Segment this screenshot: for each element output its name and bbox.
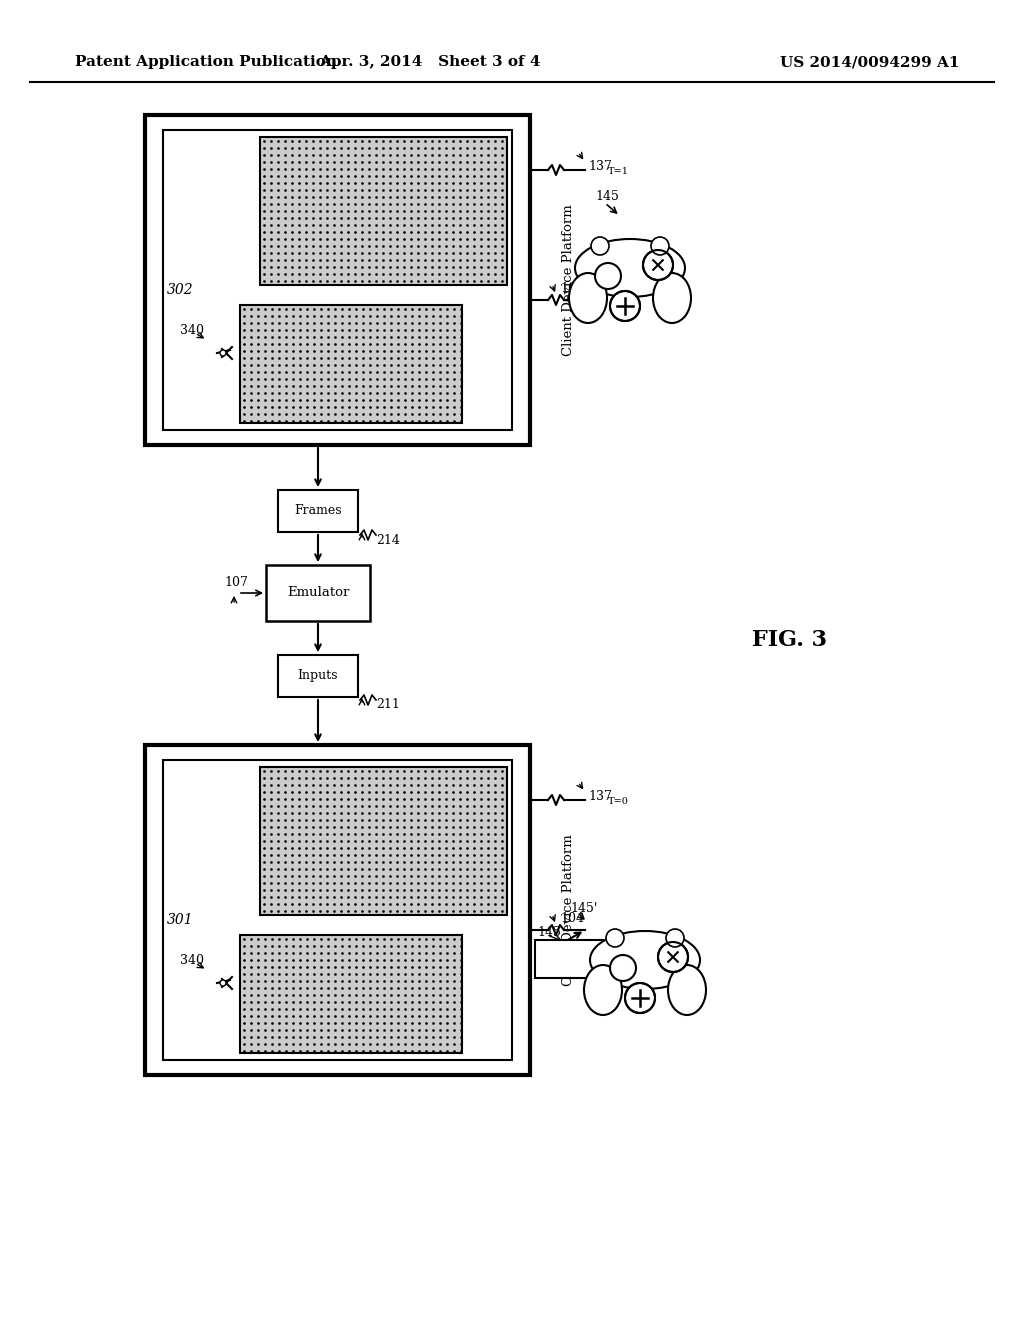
Circle shape [666, 929, 684, 946]
Text: Client Device Platform: Client Device Platform [561, 834, 574, 986]
Text: Patent Application Publication: Patent Application Publication [75, 55, 337, 69]
Text: 211: 211 [376, 698, 400, 711]
Text: 145': 145' [570, 902, 597, 915]
Ellipse shape [668, 965, 706, 1015]
Circle shape [591, 238, 609, 255]
Text: Apr. 3, 2014   Sheet 3 of 4: Apr. 3, 2014 Sheet 3 of 4 [319, 55, 541, 69]
Bar [260, 767, 507, 915]
Text: FIG. 3: FIG. 3 [753, 630, 827, 651]
Bar [260, 137, 507, 285]
Bar [145, 115, 530, 445]
Bar [535, 940, 603, 978]
Text: 137: 137 [588, 161, 612, 173]
Ellipse shape [569, 273, 607, 323]
Circle shape [651, 238, 669, 255]
Bar [163, 760, 512, 1060]
Bar [278, 490, 358, 532]
Text: 104: 104 [560, 281, 584, 294]
Ellipse shape [590, 931, 700, 989]
Text: Frames: Frames [294, 504, 342, 517]
Circle shape [643, 249, 673, 280]
Bar [145, 744, 530, 1074]
Text: 340: 340 [180, 323, 204, 337]
Text: 340: 340 [180, 953, 204, 966]
Bar [240, 305, 462, 422]
Text: 302: 302 [167, 282, 194, 297]
Text: US 2014/0094299 A1: US 2014/0094299 A1 [780, 55, 959, 69]
Circle shape [595, 263, 621, 289]
Text: 107: 107 [224, 577, 248, 590]
Text: 137: 137 [588, 791, 612, 804]
Text: T=1: T=1 [608, 166, 629, 176]
Text: Client Device Platform: Client Device Platform [561, 205, 574, 356]
Circle shape [220, 350, 226, 356]
Circle shape [625, 983, 655, 1012]
Bar [163, 129, 512, 430]
Circle shape [606, 929, 624, 946]
Text: Inputs: Inputs [298, 669, 338, 682]
Circle shape [610, 290, 640, 321]
Ellipse shape [584, 965, 622, 1015]
Text: Inputs: Inputs [549, 953, 589, 965]
Ellipse shape [653, 273, 691, 323]
Bar [240, 935, 462, 1053]
Text: 145: 145 [595, 190, 618, 202]
Bar [266, 565, 370, 620]
Text: 214: 214 [376, 533, 400, 546]
Ellipse shape [575, 239, 685, 297]
Text: 301: 301 [167, 913, 194, 927]
Bar [278, 655, 358, 697]
Circle shape [610, 954, 636, 981]
Text: 145: 145 [537, 925, 561, 939]
Text: 104: 104 [560, 912, 584, 924]
Text: T=0: T=0 [608, 796, 629, 805]
Circle shape [220, 979, 226, 986]
Circle shape [658, 942, 688, 972]
Text: Emulator: Emulator [287, 586, 349, 599]
